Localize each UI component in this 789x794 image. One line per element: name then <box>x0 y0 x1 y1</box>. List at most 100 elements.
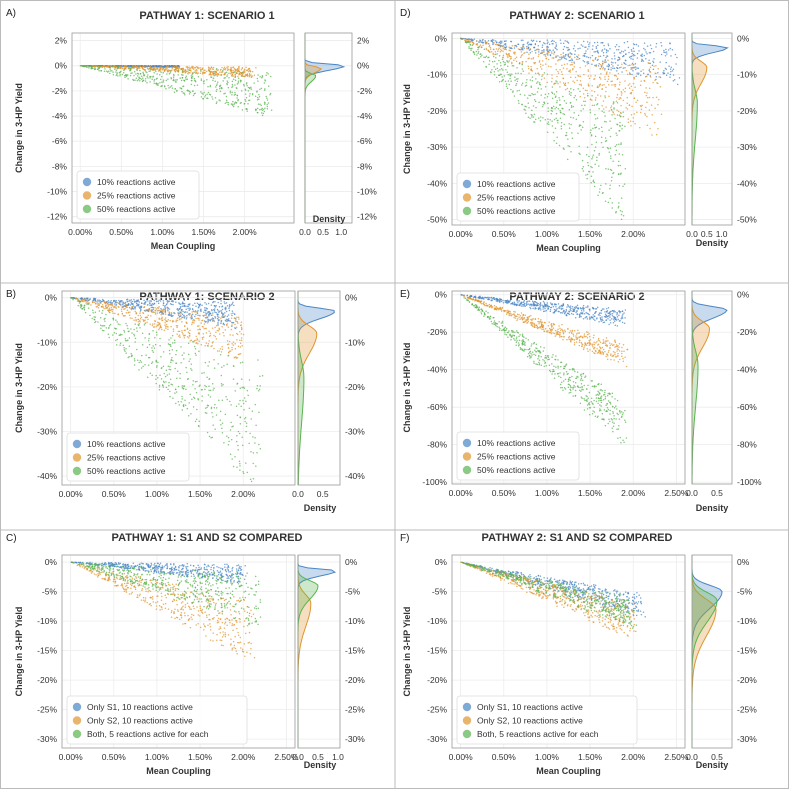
scatter-point <box>574 45 576 47</box>
scatter-point <box>204 567 206 569</box>
scatter-point <box>233 66 235 68</box>
scatter-point <box>236 97 238 99</box>
scatter-point <box>230 91 232 93</box>
scatter-point <box>217 570 219 572</box>
scatter-point <box>192 67 194 69</box>
scatter-point <box>208 92 210 94</box>
scatter-point <box>125 590 127 592</box>
scatter-point <box>148 587 150 589</box>
scatter-point <box>185 311 187 313</box>
scatter-point <box>185 604 187 606</box>
scatter-point <box>127 74 129 76</box>
scatter-point <box>238 431 240 433</box>
scatter-point <box>233 78 235 80</box>
scatter-point <box>154 337 156 339</box>
scatter-point <box>515 45 517 47</box>
scatter-point <box>630 58 632 60</box>
scatter-point <box>208 70 210 72</box>
scatter-point <box>152 361 154 363</box>
scatter-point <box>246 572 248 574</box>
y-tick-label: -10% <box>37 616 57 626</box>
scatter-point <box>127 309 128 311</box>
scatter-point <box>168 608 170 610</box>
scatter-point <box>209 603 211 605</box>
x-tick-label: 1.00% <box>145 489 170 499</box>
scatter-point <box>195 336 197 338</box>
scatter-point <box>105 575 107 577</box>
scatter-point <box>156 569 158 571</box>
scatter-point <box>145 310 147 312</box>
scatter-point <box>90 569 92 571</box>
scatter-point <box>241 569 243 571</box>
scatter-point <box>640 74 642 76</box>
scatter-point <box>182 305 184 307</box>
density-fill-series-3 <box>298 555 318 748</box>
scatter-point <box>103 570 105 572</box>
scatter-point <box>137 315 139 317</box>
scatter-point <box>184 300 186 302</box>
scatter-point <box>186 317 188 319</box>
scatter-point <box>162 69 164 71</box>
scatter-point <box>249 93 251 95</box>
scatter-point <box>173 613 175 615</box>
scatter-point <box>165 573 167 575</box>
scatter-point <box>147 588 149 590</box>
scatter-point <box>230 580 232 582</box>
scatter-point <box>170 345 172 347</box>
scatter-point <box>204 625 206 627</box>
scatter-point <box>185 309 187 311</box>
scatter-point <box>195 353 197 355</box>
scatter-point <box>178 567 180 569</box>
scatter-point <box>103 330 105 332</box>
scatter-point <box>228 347 230 349</box>
scatter-point <box>85 302 87 304</box>
scatter-point <box>207 322 209 324</box>
scatter-point <box>244 75 246 77</box>
scatter-point <box>168 343 170 345</box>
scatter-point <box>175 588 177 590</box>
scatter-point <box>650 44 652 46</box>
scatter-point <box>145 570 147 572</box>
scatter-point <box>238 567 240 569</box>
scatter-point <box>232 594 234 596</box>
scatter-point <box>233 378 235 380</box>
scatter-point <box>149 567 151 569</box>
scatter-point <box>665 62 667 64</box>
scatter-point <box>194 80 196 82</box>
scatter-point <box>195 624 197 626</box>
scatter-point <box>208 584 210 586</box>
scatter-point <box>183 404 185 406</box>
scatter-point <box>634 44 636 46</box>
scatter-point <box>156 360 158 362</box>
scatter-point <box>176 327 178 329</box>
scatter-point <box>630 56 632 58</box>
scatter-point <box>170 587 172 589</box>
scatter-point <box>246 108 248 110</box>
scatter-point <box>216 634 218 636</box>
scatter-point <box>176 90 178 92</box>
scatter-point <box>100 327 102 329</box>
scatter-point <box>140 73 142 75</box>
scatter-point <box>241 321 243 323</box>
scatter-point <box>123 315 125 317</box>
scatter-point <box>160 577 162 579</box>
scatter-point <box>204 307 206 309</box>
scatter-point <box>236 339 238 341</box>
scatter-point <box>72 299 74 301</box>
scatter-point <box>144 586 146 588</box>
scatter-point <box>217 620 219 622</box>
scatter-point <box>197 302 199 304</box>
scatter-point <box>205 321 207 323</box>
scatter-point <box>211 318 213 320</box>
scatter-point <box>112 568 114 570</box>
scatter-point <box>620 52 622 54</box>
scatter-point <box>214 367 216 369</box>
scatter-point <box>624 42 626 44</box>
scatter-point <box>231 649 233 651</box>
scatter-point <box>257 385 259 387</box>
scatter-point <box>264 89 266 91</box>
scatter-point <box>192 593 194 595</box>
scatter-point <box>190 317 192 319</box>
scatter-point <box>144 364 146 366</box>
scatter-point <box>211 572 213 574</box>
